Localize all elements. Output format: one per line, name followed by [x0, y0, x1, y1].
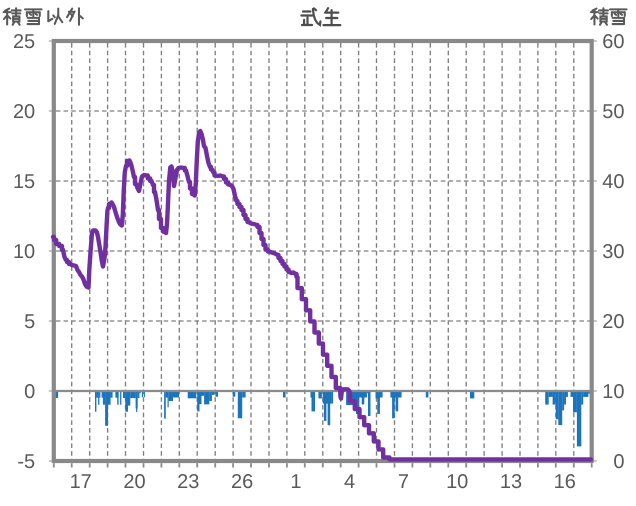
- svg-text:15: 15: [13, 171, 35, 193]
- svg-text:10: 10: [602, 381, 624, 403]
- svg-text:13: 13: [500, 471, 522, 493]
- svg-text:50: 50: [602, 101, 624, 123]
- svg-text:30: 30: [602, 241, 624, 263]
- svg-text:4: 4: [344, 471, 355, 493]
- svg-text:60: 60: [602, 31, 624, 53]
- svg-text:0: 0: [24, 381, 35, 403]
- svg-text:20: 20: [13, 101, 35, 123]
- svg-text:7: 7: [398, 471, 409, 493]
- svg-text:17: 17: [70, 471, 92, 493]
- svg-text:20: 20: [602, 311, 624, 333]
- svg-text:0: 0: [613, 451, 624, 473]
- svg-text:10: 10: [446, 471, 468, 493]
- svg-text:-5: -5: [17, 451, 35, 473]
- svg-text:23: 23: [177, 471, 199, 493]
- svg-text:20: 20: [123, 471, 145, 493]
- svg-text:16: 16: [554, 471, 576, 493]
- svg-text:10: 10: [13, 241, 35, 263]
- svg-text:26: 26: [231, 471, 253, 493]
- svg-text:40: 40: [602, 171, 624, 193]
- svg-text:1: 1: [290, 471, 301, 493]
- svg-text:5: 5: [24, 311, 35, 333]
- svg-text:25: 25: [13, 31, 35, 53]
